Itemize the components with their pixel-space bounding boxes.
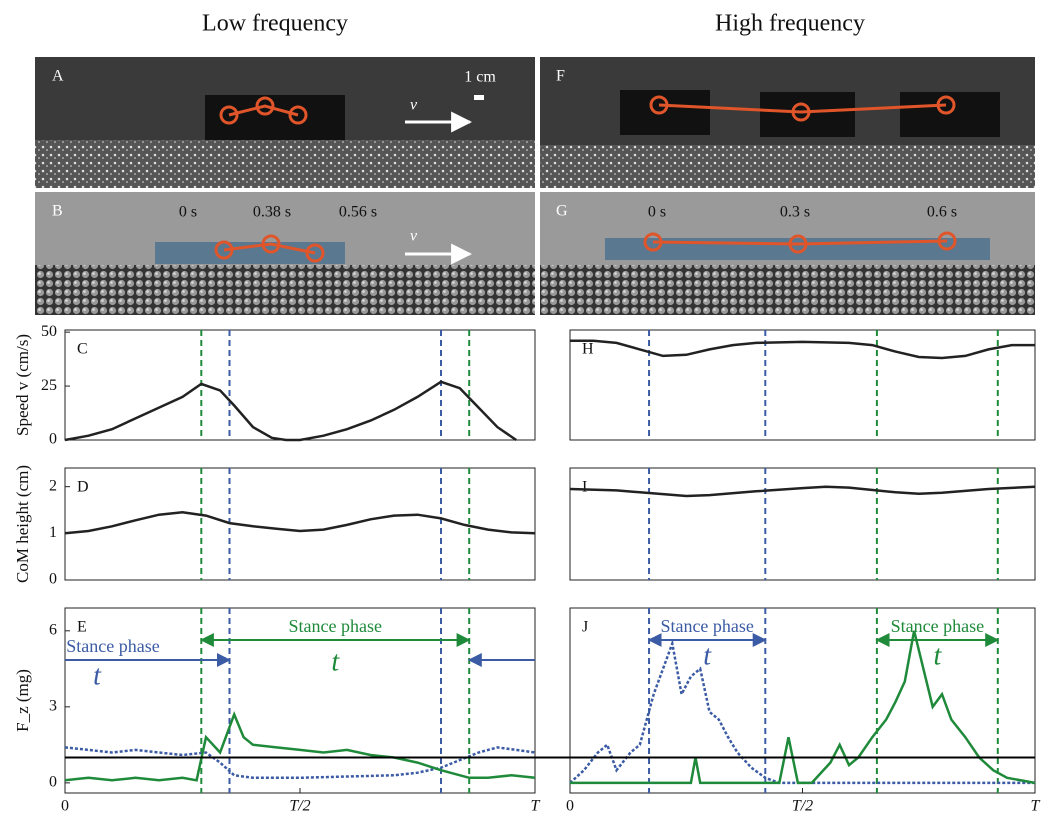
data-line [569,485,1036,498]
time-label: 0 s [648,204,666,221]
panel-label: F [556,68,565,85]
scale-label: 1 cm [464,69,496,86]
x-tick-label: 0 [61,798,69,815]
y-tick-label: 1 [49,524,57,541]
y-axis-label: CoM height (cm) [13,465,32,583]
time-label: 0.6 s [927,204,957,221]
y-tick-label: 0 [49,774,57,791]
panel-label: E [77,619,87,636]
photo-b: B 0 s 0.38 s 0.56 s v [35,192,535,315]
panel-label: H [582,341,594,358]
plot-frame [64,467,536,581]
data-line [64,746,536,780]
y-tick-label: 0 [49,431,57,448]
phase-annotation: t [703,640,712,671]
time-label: 0 s [179,204,197,221]
y-tick-label: 6 [49,621,57,638]
panel-label: I [582,479,587,496]
panel-label: G [556,203,568,220]
photo-a: A 1 cm v [35,57,535,188]
y-tick-label: 0 [49,571,57,588]
panel-label: D [77,479,89,496]
time-label: 0.3 s [780,204,810,221]
y-axis-label: Speed v (cm/s) [13,334,32,436]
phase-annotation: Stance phase [891,616,984,636]
velocity-label: v [410,97,418,114]
panel-label: B [52,203,63,220]
time-label: 0.38 s [253,204,291,221]
data-line [570,339,1035,360]
x-tick-label: 0 [566,798,574,815]
data-line [64,511,536,535]
phase-annotation: t [331,646,340,677]
plot-frame [569,329,1036,441]
photo-g: G 0 s 0.3 s 0.6 s [540,192,1035,315]
phase-annotation: Stance phase [66,636,159,656]
data-line [570,630,1036,785]
x-tick-label: T [531,798,541,815]
column-title: Low frequency [202,11,348,37]
phase-annotation: Stance phase [289,616,382,636]
photo-f: F [540,57,1035,188]
panel-label: J [582,619,588,636]
panel-label: C [77,341,88,358]
data-line [569,638,1035,785]
x-tick-label: T [1031,798,1041,815]
data-line [64,380,517,442]
data-line [64,710,536,782]
y-tick-label: 2 [49,477,57,494]
velocity-label: v [410,228,418,245]
plot-frame [569,467,1036,581]
y-tick-label: 50 [41,323,57,340]
panel-label: A [52,68,64,85]
phase-annotation: t [93,660,102,691]
x-tick-label: T/2 [792,798,813,815]
x-tick-label: T/2 [289,798,310,815]
phase-annotation: Stance phase [660,616,753,636]
time-label: 0.56 s [339,204,377,221]
y-axis-label: F_z (mg) [13,669,32,732]
phase-annotation: t [933,640,942,671]
column-title: High frequency [715,11,865,37]
y-tick-label: 3 [49,698,57,715]
y-tick-label: 25 [41,377,57,394]
plot-frame [64,329,536,441]
